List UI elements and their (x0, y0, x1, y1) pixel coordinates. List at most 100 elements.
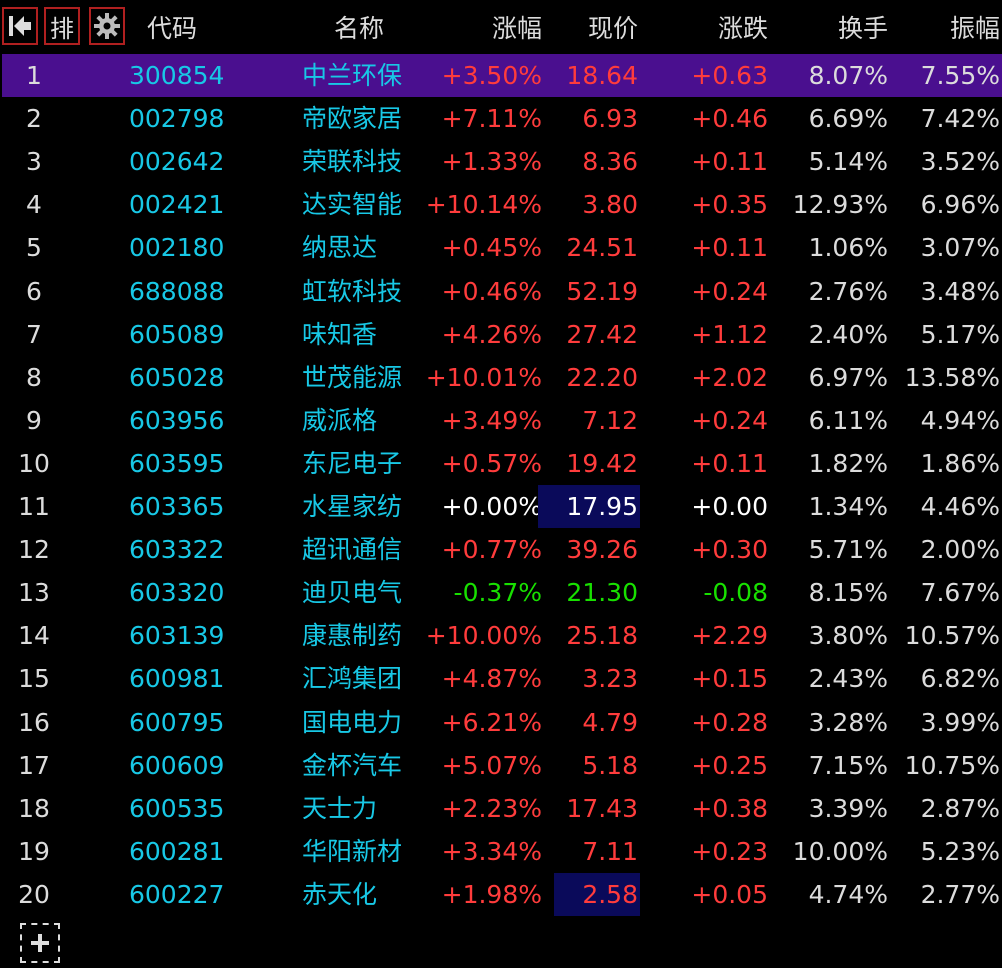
amplitude: 6.96% (920, 190, 1000, 220)
table-header: 排 代码 名称 涨幅 现价 涨跌 换手 振幅 (0, 0, 1002, 52)
current-price: 52.19 (566, 276, 638, 306)
price-change: +0.11 (691, 233, 768, 263)
row-index: 20 (18, 879, 50, 909)
change-percent: +3.49% (441, 405, 542, 435)
row-index: 13 (18, 578, 50, 608)
table-row[interactable]: 8 605028 世茂能源 +10.01% 22.20 +2.02 6.97% 13.58% (2, 356, 1002, 399)
stock-name: 世茂能源 (302, 362, 403, 392)
table-row[interactable]: 2 002798 帝欧家居 +7.11% 6.93 +0.46 6.69% 7.42% (2, 97, 1002, 140)
amplitude: 7.67% (920, 578, 1000, 608)
stock-name: 金杯汽车 (302, 750, 403, 780)
table-row[interactable]: 20 600227 赤天化 +1.98% 2.58 +0.05 4.74% 2.77% (2, 872, 1002, 916)
column-header-change[interactable]: 涨跌 (717, 14, 768, 43)
change-percent: +10.00% (425, 621, 542, 651)
stock-name: 赤天化 (302, 879, 378, 909)
stock-name: 达实智能 (302, 190, 403, 220)
add-button[interactable] (20, 923, 60, 963)
price-change: -0.08 (703, 578, 768, 608)
stock-name: 味知香 (302, 319, 378, 349)
turnover-rate: 8.07% (808, 61, 888, 90)
stock-name: 中兰环保 (302, 61, 403, 90)
change-percent: +1.33% (441, 147, 542, 177)
table-row[interactable]: 6 688088 虹软科技 +0.46% 52.19 +0.24 2.76% 3.48% (2, 270, 1002, 313)
amplitude: 10.75% (904, 750, 1000, 780)
stock-code: 002642 (129, 147, 225, 177)
current-price: 2.58 (554, 872, 640, 916)
table-row[interactable]: 3 002642 荣联科技 +1.33% 8.36 +0.11 5.14% 3.52% (2, 140, 1002, 183)
current-price: 22.20 (566, 362, 638, 392)
row-index: 15 (18, 664, 50, 694)
row-index: 18 (18, 793, 50, 823)
table-row[interactable]: 11 603365 水星家纺 +0.00% 17.95 +0.00 1.34% 4.46% (2, 485, 1002, 528)
current-price: 3.80 (582, 190, 638, 220)
current-price: 8.36 (582, 147, 638, 177)
change-percent: +10.14% (425, 190, 542, 220)
current-price: 25.18 (566, 621, 638, 651)
table-row[interactable]: 12 603322 超讯通信 +0.77% 39.26 +0.30 5.71% 2.00% (2, 528, 1002, 571)
row-index: 11 (18, 492, 50, 521)
table-row[interactable]: 5 002180 纳思达 +0.45% 24.51 +0.11 1.06% 3.07% (2, 226, 1002, 269)
stock-name: 荣联科技 (302, 147, 403, 177)
price-change: +2.29 (691, 621, 768, 651)
amplitude: 4.94% (920, 405, 1000, 435)
price-change: +1.12 (691, 319, 768, 349)
table-row[interactable]: 1 300854 中兰环保 +3.50% 18.64 +0.63 8.07% 7.55% (2, 54, 1002, 97)
stock-code: 002798 (129, 104, 225, 134)
stock-name: 汇鸿集团 (302, 664, 403, 694)
column-header-amplitude[interactable]: 振幅 (949, 14, 1000, 43)
sort-button[interactable]: 排 (44, 7, 80, 45)
turnover-rate: 5.71% (808, 535, 888, 565)
current-price: 3.23 (582, 664, 638, 694)
amplitude: 5.17% (920, 319, 1000, 349)
row-index: 6 (26, 276, 42, 306)
stock-code: 600227 (129, 879, 225, 909)
table-row[interactable]: 16 600795 国电电力 +6.21% 4.79 +0.28 3.28% 3.99% (2, 701, 1002, 744)
stock-code: 605028 (129, 362, 225, 392)
price-change: +0.63 (691, 61, 768, 90)
column-header-price[interactable]: 现价 (587, 14, 638, 43)
stock-name: 华阳新材 (302, 836, 403, 866)
first-page-button[interactable] (2, 7, 38, 45)
current-price: 21.30 (566, 578, 638, 608)
stock-name: 迪贝电气 (302, 578, 403, 608)
table-row[interactable]: 9 603956 威派格 +3.49% 7.12 +0.24 6.11% 4.94% (2, 399, 1002, 442)
turnover-rate: 1.82% (808, 448, 888, 478)
column-header-change-pct[interactable]: 涨幅 (491, 14, 542, 43)
change-percent: +1.98% (441, 879, 542, 909)
table-row[interactable]: 15 600981 汇鸿集团 +4.87% 3.23 +0.15 2.43% 6.82% (2, 657, 1002, 700)
price-change: +0.38 (691, 793, 768, 823)
table-row[interactable]: 13 603320 迪贝电气 -0.37% 21.30 -0.08 8.15% 7.67% (2, 571, 1002, 614)
amplitude: 4.46% (920, 492, 1000, 521)
change-percent: +0.57% (441, 448, 542, 478)
current-price: 7.12 (582, 405, 638, 435)
column-header-code[interactable]: 代码 (147, 14, 198, 43)
turnover-rate: 3.80% (808, 621, 888, 651)
table-row[interactable]: 19 600281 华阳新材 +3.34% 7.11 +0.23 10.00% 5.23% (2, 830, 1002, 873)
price-change: +0.24 (691, 405, 768, 435)
current-price: 18.64 (566, 61, 638, 90)
amplitude: 6.82% (920, 664, 1000, 694)
table-row[interactable]: 14 603139 康惠制药 +10.00% 25.18 +2.29 3.80% 10.57% (2, 614, 1002, 657)
column-header-name[interactable]: 名称 (334, 14, 385, 43)
table-row[interactable]: 7 605089 味知香 +4.26% 27.42 +1.12 2.40% 5.17% (2, 313, 1002, 356)
stock-code: 603365 (129, 492, 225, 521)
price-change: +0.11 (691, 147, 768, 177)
price-change: +0.00 (691, 492, 768, 521)
table-row[interactable]: 17 600609 金杯汽车 +5.07% 5.18 +0.25 7.15% 10.75% (2, 744, 1002, 787)
stock-code: 605089 (129, 319, 225, 349)
table-row[interactable]: 4 002421 达实智能 +10.14% 3.80 +0.35 12.93% 6.96% (2, 183, 1002, 226)
stock-code: 002180 (129, 233, 225, 263)
stock-code: 688088 (129, 276, 225, 306)
row-index: 19 (18, 836, 50, 866)
settings-button[interactable] (89, 7, 125, 45)
turnover-rate: 1.06% (808, 233, 888, 263)
table-row[interactable]: 10 603595 东尼电子 +0.57% 19.42 +0.11 1.82% 1.86% (2, 442, 1002, 485)
table-row[interactable]: 18 600535 天士力 +2.23% 17.43 +0.38 3.39% 2.87% (2, 787, 1002, 830)
turnover-rate: 2.43% (808, 664, 888, 694)
change-percent: +3.34% (441, 836, 542, 866)
column-header-turnover[interactable]: 换手 (837, 14, 888, 43)
stock-code: 603595 (129, 448, 225, 478)
stock-code: 603139 (129, 621, 225, 651)
current-price: 39.26 (566, 535, 638, 565)
change-percent: +6.21% (441, 707, 542, 737)
